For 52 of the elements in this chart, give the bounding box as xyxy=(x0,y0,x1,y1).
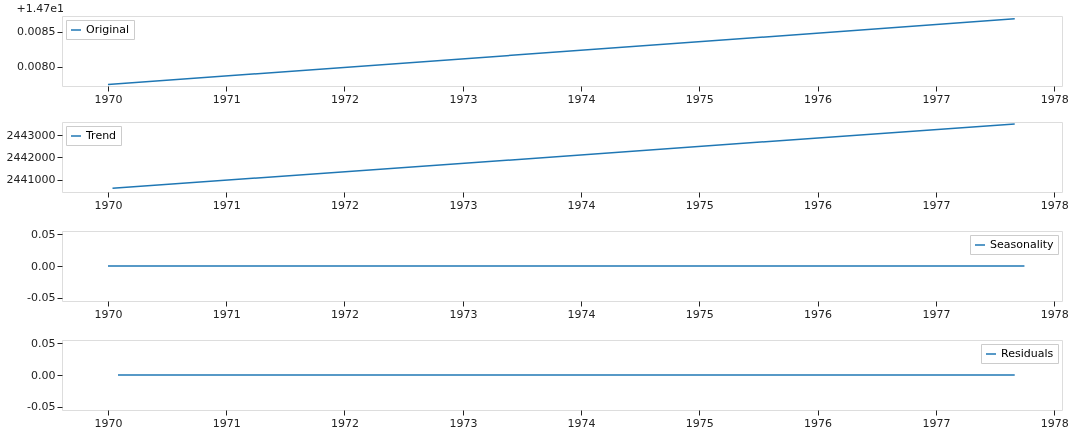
y-tick-label: -0.05 xyxy=(27,291,56,305)
y-tick-label: 0.00 xyxy=(31,259,56,273)
legend-label: Seasonality xyxy=(990,238,1055,251)
x-tick-label: 1976 xyxy=(804,416,833,430)
x-tick-label: 1975 xyxy=(685,307,714,321)
x-tick-label: 1974 xyxy=(567,198,596,212)
x-tick-label: 1972 xyxy=(330,92,359,106)
y-tick-label: -0.05 xyxy=(27,400,56,414)
x-tick-label: 1971 xyxy=(212,198,241,212)
y-tick-label: 0.05 xyxy=(31,336,56,350)
x-tick-label: 1970 xyxy=(94,92,123,106)
x-tick-label: 1971 xyxy=(212,307,241,321)
y-tick-label: 0.0080 xyxy=(17,60,56,74)
x-tick-label: 1971 xyxy=(212,416,241,430)
x-tick-label: 1974 xyxy=(567,416,596,430)
y-tick-label: 2443000 xyxy=(6,128,56,142)
x-tick-label: 1974 xyxy=(567,92,596,106)
legend-label: Residuals xyxy=(1001,347,1054,360)
x-tick-label: 1977 xyxy=(922,416,951,430)
x-tick-label: 1977 xyxy=(922,92,951,106)
x-tick-label: 1978 xyxy=(1040,198,1069,212)
x-tick-label: 1972 xyxy=(330,307,359,321)
x-tick-label: 1970 xyxy=(94,198,123,212)
x-tick-label: 1975 xyxy=(685,198,714,212)
x-tick-label: 1972 xyxy=(330,416,359,430)
x-tick-label: 1976 xyxy=(804,92,833,106)
x-tick-label: 1973 xyxy=(449,307,478,321)
x-tick-label: 1972 xyxy=(330,198,359,212)
x-tick-label: 1976 xyxy=(804,307,833,321)
x-tick-label: 1975 xyxy=(685,416,714,430)
x-tick-label: 1976 xyxy=(804,198,833,212)
x-tick-label: 1974 xyxy=(567,307,596,321)
x-tick-label: 1973 xyxy=(449,92,478,106)
x-tick-label: 1978 xyxy=(1040,92,1069,106)
legend-label: Original xyxy=(86,23,130,36)
y-tick-label: 0.05 xyxy=(31,227,56,241)
x-tick-label: 1970 xyxy=(94,307,123,321)
x-tick-label: 1977 xyxy=(922,198,951,212)
x-tick-label: 1973 xyxy=(449,416,478,430)
text: +1.47e1 xyxy=(16,2,64,15)
legend-label: Trend xyxy=(85,129,117,142)
y-tick-label: 0.0085 xyxy=(17,25,56,39)
y-tick-label: 0.00 xyxy=(31,368,56,382)
x-tick-label: 1978 xyxy=(1040,307,1069,321)
x-tick-label: 1975 xyxy=(685,92,714,106)
x-tick-label: 1978 xyxy=(1040,416,1069,430)
x-tick-label: 1971 xyxy=(212,92,241,106)
x-tick-label: 1977 xyxy=(922,307,951,321)
x-tick-label: 1973 xyxy=(449,198,478,212)
y-tick-label: 2442000 xyxy=(6,150,56,164)
y-tick-label: 2441000 xyxy=(6,173,56,187)
x-tick-label: 1970 xyxy=(94,416,123,430)
